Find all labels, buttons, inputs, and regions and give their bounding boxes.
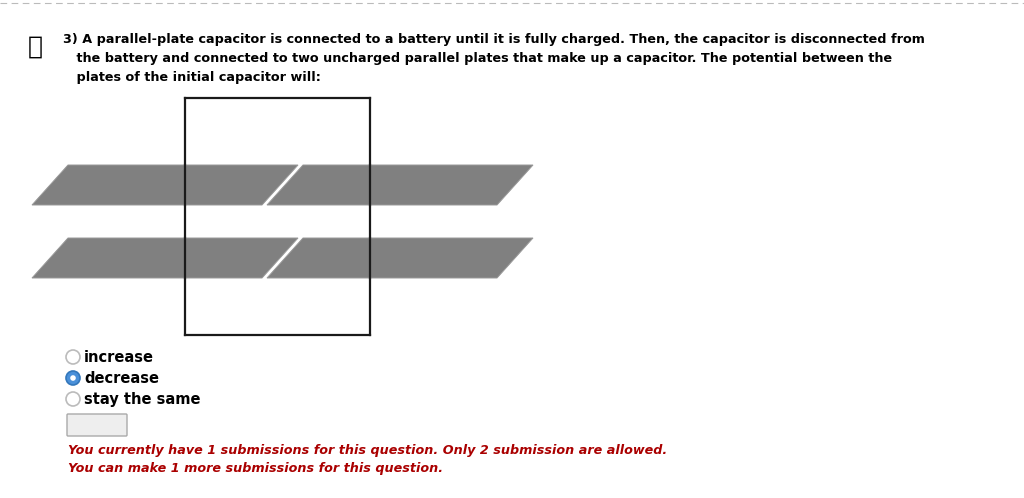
Text: increase: increase	[84, 350, 154, 365]
Circle shape	[71, 375, 76, 381]
Circle shape	[66, 350, 80, 364]
Text: 3) A parallel-plate capacitor is connected to a battery until it is fully charge: 3) A parallel-plate capacitor is connect…	[63, 33, 925, 46]
Text: plates of the initial capacitor will:: plates of the initial capacitor will:	[63, 71, 321, 84]
Circle shape	[66, 371, 80, 385]
Text: decrease: decrease	[84, 371, 159, 385]
Text: the battery and connected to two uncharged parallel plates that make up a capaci: the battery and connected to two uncharg…	[63, 52, 892, 65]
Circle shape	[66, 392, 80, 406]
Text: You can make 1 more submissions for this question.: You can make 1 more submissions for this…	[68, 462, 443, 475]
FancyBboxPatch shape	[67, 414, 127, 436]
Text: Submit: Submit	[74, 418, 121, 431]
Text: stay the same: stay the same	[84, 391, 201, 406]
Polygon shape	[32, 238, 298, 278]
Polygon shape	[267, 238, 534, 278]
Polygon shape	[267, 165, 534, 205]
Text: 🕰: 🕰	[28, 35, 43, 59]
Text: You currently have 1 submissions for this question. Only 2 submission are allowe: You currently have 1 submissions for thi…	[68, 444, 668, 457]
Polygon shape	[32, 165, 298, 205]
